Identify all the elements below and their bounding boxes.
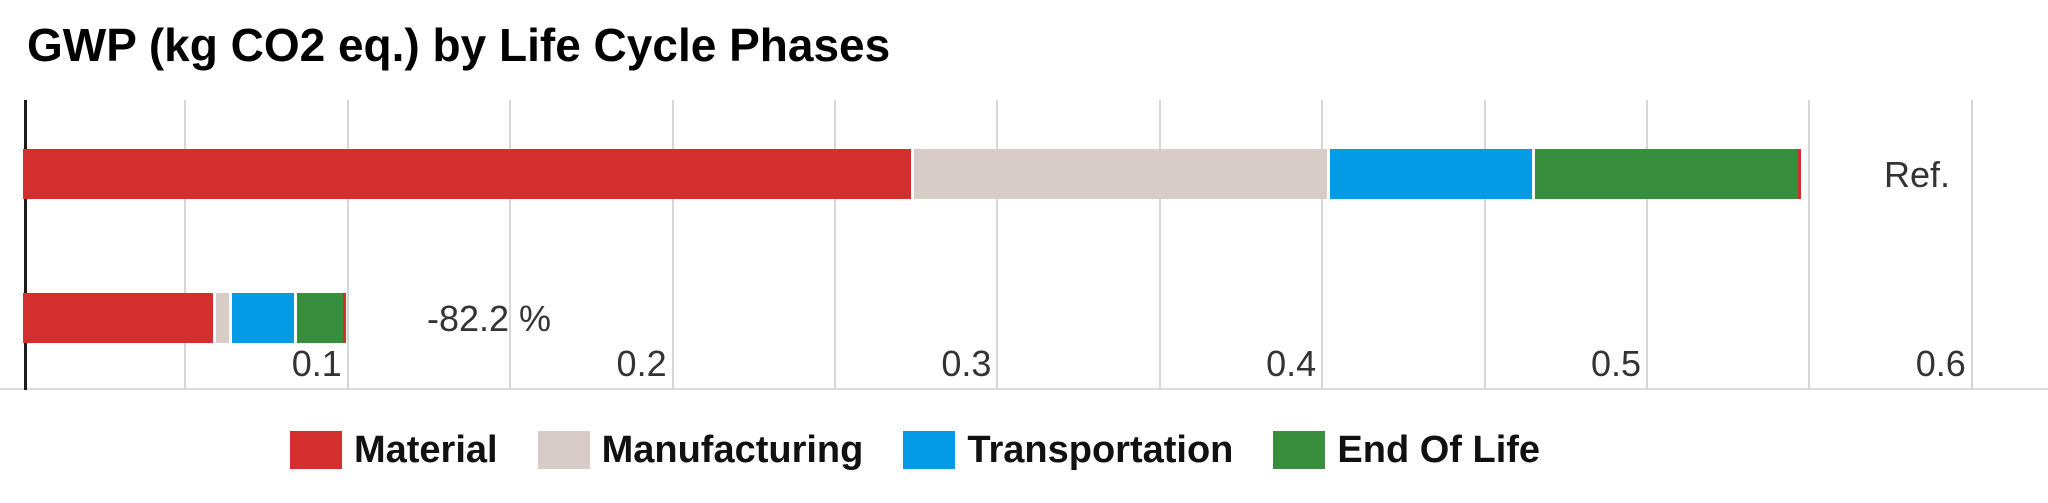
gridline — [1970, 100, 1973, 390]
bar-segment-end-of-life — [1533, 149, 1800, 199]
legend-swatch-icon — [537, 431, 590, 469]
bar-segment-manufacturing — [214, 293, 231, 343]
legend-swatch-icon — [1273, 431, 1326, 469]
legend-swatch-icon — [903, 431, 956, 469]
segment-separator — [1327, 149, 1331, 199]
gridline — [671, 100, 674, 390]
gridline — [1483, 100, 1486, 390]
segment-separator — [213, 293, 217, 343]
x-tick-label: 0.2 — [616, 343, 667, 384]
bar-segment-material — [23, 293, 215, 343]
x-tick-label: 0.1 — [291, 343, 342, 384]
chart-title: GWP (kg CO2 eq.) by Life Cycle Phases — [27, 19, 891, 71]
bar-segment-transportation — [230, 293, 296, 343]
segment-separator — [294, 293, 298, 343]
plot-area: 0.1 0.2 0.3 0.4 0.5 0.6 Ref. -82.2 % — [0, 100, 2048, 390]
legend: Material Manufacturing Transportation End O… — [0, 428, 1830, 472]
segment-separator — [911, 149, 915, 199]
bar-segment-end-of-life — [295, 293, 345, 343]
legend-swatch-icon — [289, 431, 342, 469]
gridline — [184, 100, 187, 390]
legend-label: End Of Life — [1337, 429, 1541, 471]
reduction-percent-label: -82.2 % — [427, 298, 552, 339]
gridline — [996, 100, 999, 390]
bar-end-line — [1797, 149, 1801, 199]
legend-label: Material — [353, 429, 498, 471]
segment-separator — [229, 293, 233, 343]
bar-end-line — [342, 293, 346, 343]
legend-item-material: Material — [289, 428, 498, 472]
segment-separator — [1531, 149, 1535, 199]
legend-item-manufacturing: Manufacturing — [537, 428, 864, 472]
gridline — [509, 100, 512, 390]
legend-item-end-of-life: End Of Life — [1273, 428, 1540, 472]
legend-label: Transportation — [967, 429, 1234, 471]
gridline — [346, 100, 349, 390]
ref-bar-label: Ref. — [1883, 154, 1950, 195]
y-axis-line — [24, 100, 27, 390]
bar-segment-material — [23, 149, 913, 199]
gridline — [1158, 100, 1161, 390]
legend-item-transportation: Transportation — [903, 428, 1233, 472]
x-tick-label: 0.3 — [941, 343, 992, 384]
gridline — [834, 100, 836, 390]
legend-label: Manufacturing — [601, 429, 864, 471]
x-tick-label: 0.6 — [1915, 343, 1966, 384]
bar-segment-transportation — [1328, 149, 1534, 199]
gridline — [1321, 100, 1324, 390]
gridline — [1646, 100, 1648, 390]
x-tick-label: 0.4 — [1266, 343, 1317, 384]
gridline — [1808, 100, 1811, 390]
x-tick-label: 0.5 — [1590, 343, 1641, 384]
bar-segment-manufacturing — [912, 149, 1329, 199]
